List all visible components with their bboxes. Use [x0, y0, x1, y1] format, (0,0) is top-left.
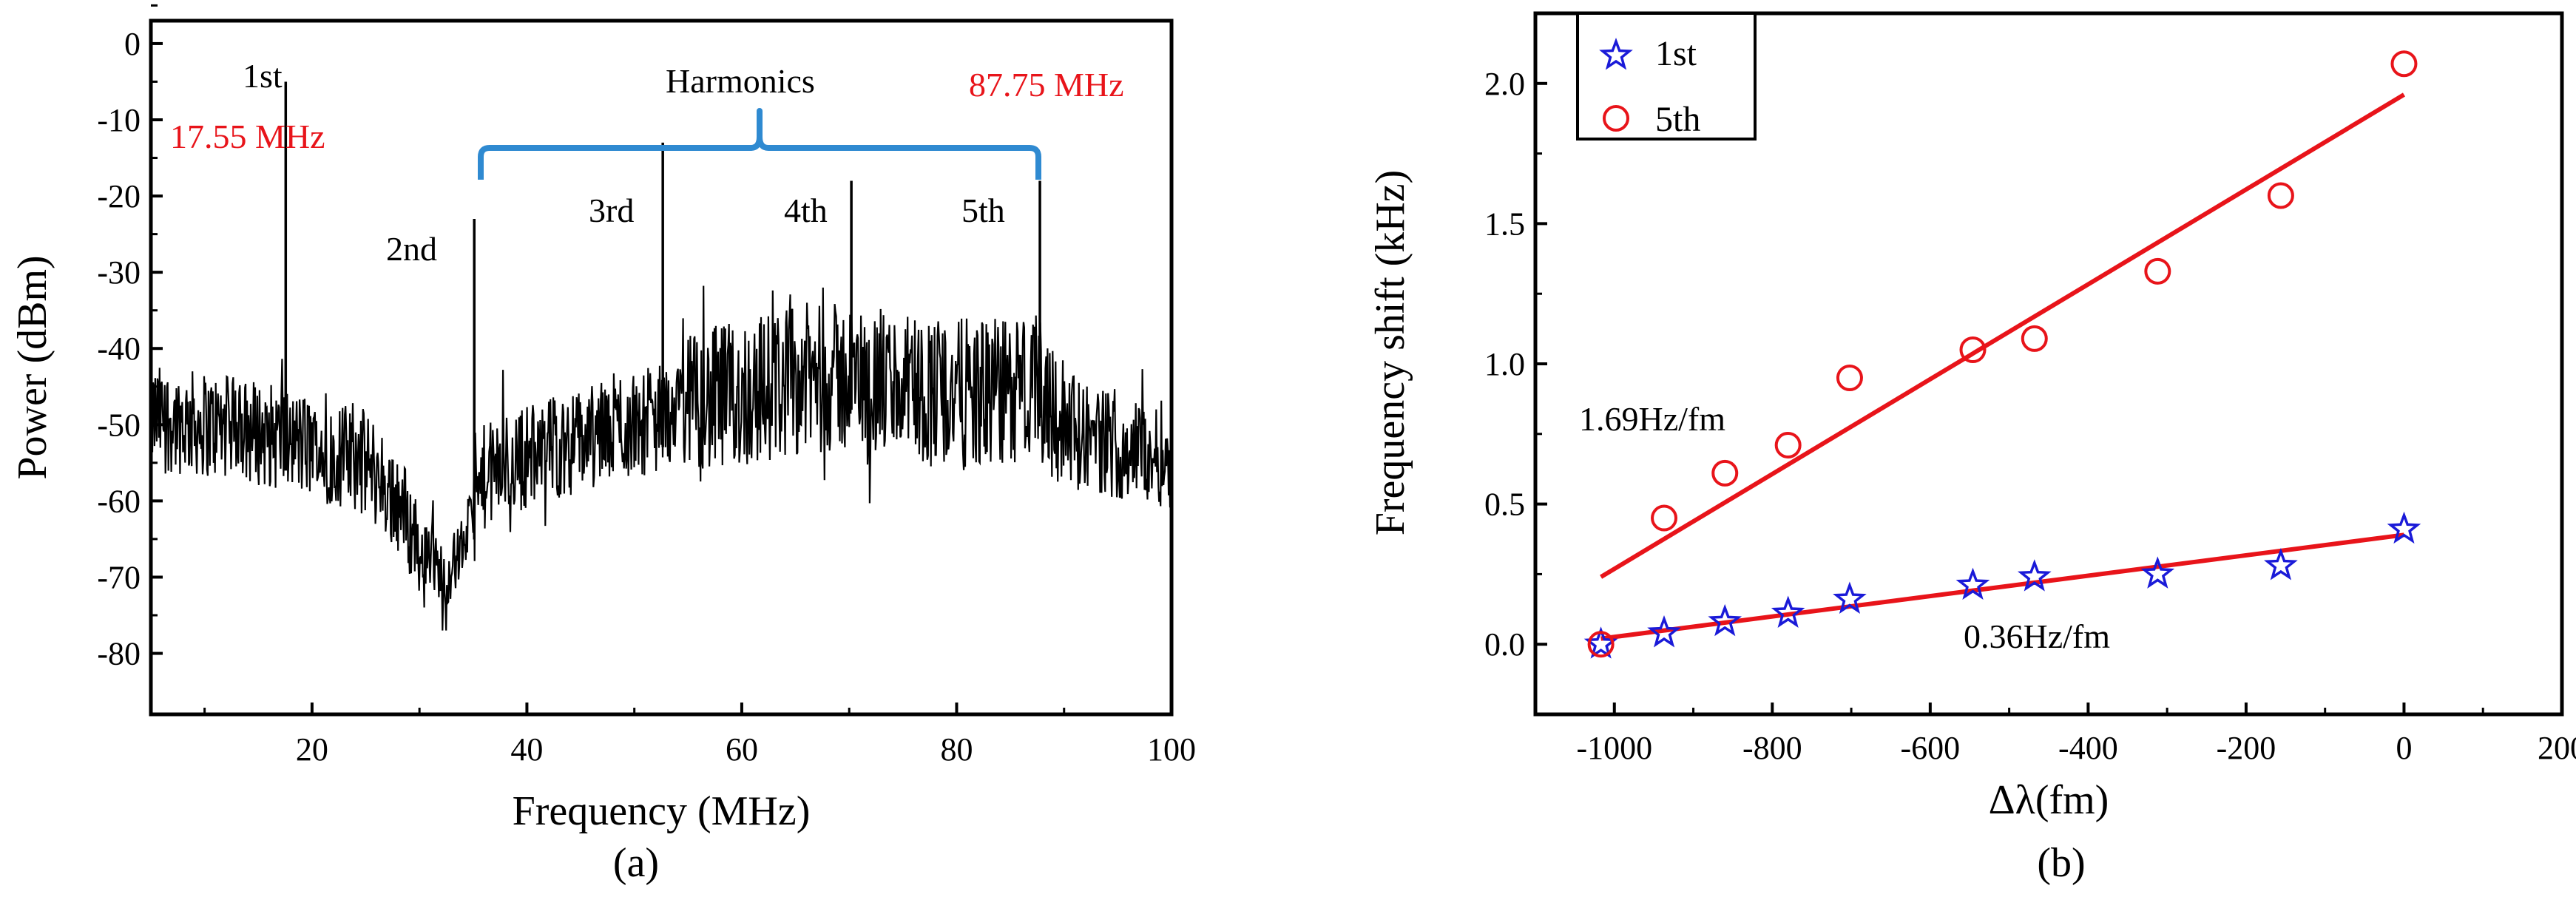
annotation-first-harmonic: 1st	[243, 57, 283, 95]
point-1st	[2017, 559, 2052, 592]
legend-box	[1576, 12, 1757, 141]
panel-a-trace-layer	[149, 81, 1173, 631]
legend: 1st 5th	[1576, 12, 1757, 141]
panel-b-x-axis-label: Δλ(fm)	[1989, 777, 2109, 823]
x-tick-label: 40	[510, 731, 543, 768]
y-tick-label: -80	[97, 636, 141, 672]
point-5th	[1836, 364, 1863, 391]
point-5th	[2144, 257, 2171, 285]
x-tick-label: 200	[2538, 730, 2576, 766]
legend-label-1st: 1st	[1655, 34, 1697, 73]
x-tick-label: 100	[1147, 731, 1196, 768]
annotation-harmonics: Harmonics	[666, 62, 815, 100]
panel-a-y-axis-label: Power (dBm)	[10, 255, 55, 479]
spectrum-trace	[149, 285, 1173, 631]
y-tick-label: 0	[124, 26, 141, 62]
point-1st	[1771, 595, 1805, 628]
fit-label-first: 0.36Hz/fm	[1964, 617, 2110, 655]
annotation-fifth-harmonic: 5th	[961, 192, 1005, 229]
point-5th	[2021, 325, 2048, 352]
x-tick-label: -1000	[1576, 730, 1652, 766]
y-tick-label: 0.5	[1484, 487, 1525, 523]
panel-b-label: (b)	[2037, 840, 2085, 886]
point-5th	[1587, 631, 1615, 658]
panel-a-x-axis-label: Frequency (MHz)	[513, 788, 811, 834]
x-tick-label: 0	[2396, 730, 2412, 766]
y-tick-label: 2.0	[1484, 66, 1525, 102]
point-1st	[2387, 511, 2421, 544]
panel-a-power-spectrum: 20 40 60 80 100 0 -10 -20 -30 -40 -50 -60 -70 -80 1st…	[10, 4, 1196, 886]
y-tick-label: -10	[97, 102, 141, 138]
legend-label-5th: 5th	[1655, 100, 1700, 139]
panel-b-data-points	[1583, 50, 2421, 659]
harmonics-brace	[478, 108, 1041, 180]
annotation-fourth-harmonic: 4th	[784, 192, 828, 229]
x-tick-label: 60	[726, 731, 758, 768]
x-tick-label: -800	[1742, 730, 1802, 766]
y-tick-label: -60	[97, 483, 141, 519]
panel-a-label: (a)	[613, 840, 659, 886]
point-5th	[2267, 182, 2294, 209]
point-5th	[2390, 50, 2418, 78]
y-tick-label: -30	[97, 254, 141, 291]
point-1st	[1708, 603, 1742, 637]
legend-star-marker	[1599, 38, 1633, 70]
point-1st	[1647, 615, 1681, 648]
panel-b-y-axis-label: Frequency shift (kHz)	[1368, 170, 1413, 536]
annotation-second-harmonic: 2nd	[386, 230, 437, 268]
x-tick-label: 20	[296, 731, 328, 768]
y-tick-label: 1.5	[1484, 206, 1525, 242]
y-tick-label: -40	[97, 331, 141, 367]
point-5th	[1959, 336, 1987, 364]
annotation-third-harmonic: 3rd	[589, 192, 634, 229]
y-tick-label: 1.0	[1484, 346, 1525, 382]
panel-a-ticks: 20 40 60 80 100 0 -10 -20 -30 -40 -50 -60 -70 -80	[97, 4, 1196, 768]
x-tick-label: -200	[2217, 730, 2276, 766]
y-tick-label: 0.0	[1484, 626, 1525, 663]
fit-line-5th	[1600, 92, 2406, 579]
annotation-fifth-harmonic-frequency: 87.75 MHz	[969, 66, 1124, 104]
point-5th	[1651, 504, 1678, 532]
point-1st	[2264, 547, 2298, 580]
y-tick-label: -50	[97, 407, 141, 443]
x-tick-label: -400	[2058, 730, 2118, 766]
point-5th	[1774, 431, 1802, 458]
point-1st	[2140, 556, 2175, 589]
annotation-first-harmonic-frequency: 17.55 MHz	[170, 118, 325, 155]
point-1st	[1833, 581, 1867, 614]
x-tick-label: 80	[940, 731, 973, 768]
y-tick-label: -20	[97, 178, 141, 214]
panel-b-frequency-shift: -1000 -800 -600 -400 -200 0 200 0.0 0.5 1.0 1.5 2.0…	[1368, 11, 2576, 886]
point-5th	[1711, 459, 1739, 487]
legend-star-shape	[1599, 38, 1633, 70]
y-tick-label: -70	[97, 559, 141, 595]
x-tick-label: -600	[1901, 730, 1961, 766]
panel-b-ticks: -1000 -800 -600 -400 -200 0 200 0.0 0.5 1.0 1.5 2.0	[1484, 12, 2576, 766]
point-1st	[1955, 567, 1990, 600]
legend-circle-marker	[1603, 105, 1629, 132]
fit-label-fifth: 1.69Hz/fm	[1579, 400, 1725, 438]
